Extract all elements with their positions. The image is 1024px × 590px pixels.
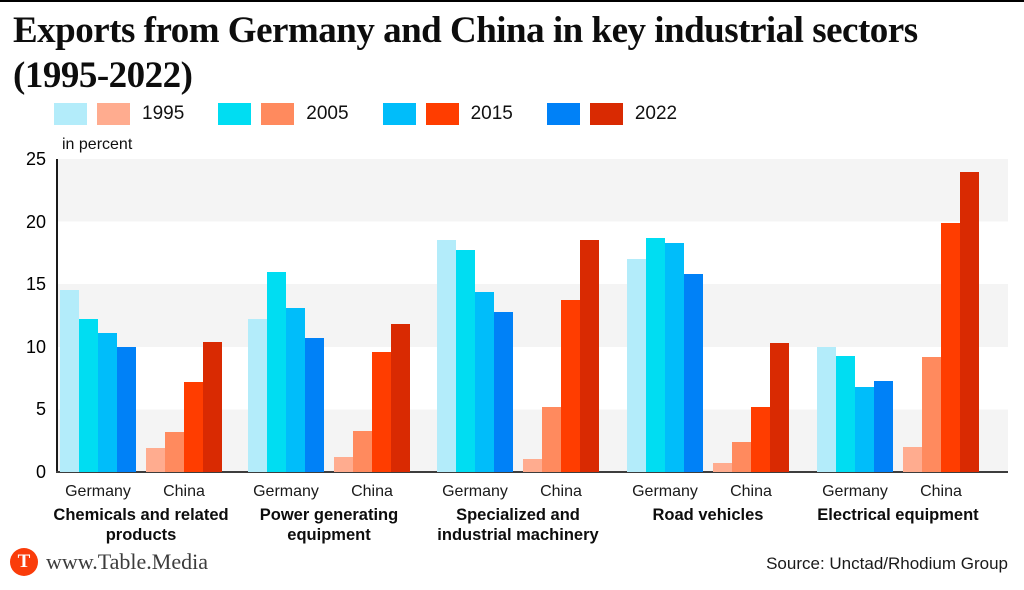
bar-germany-1995	[817, 346, 836, 472]
group-label-germany: Germany	[632, 483, 698, 500]
bar-china-1995	[334, 456, 353, 472]
bar-china-2022	[960, 171, 979, 472]
sector-label: Road vehicles	[652, 506, 764, 524]
bar-china-2005	[353, 430, 372, 472]
legend-swatch-china-2022	[589, 103, 623, 125]
legend-swatch-germany-2015	[382, 103, 416, 125]
bar-china-2022	[770, 343, 789, 472]
bar-germany-1995	[627, 259, 646, 472]
bar-china-1995	[146, 448, 165, 472]
bar-china-2015	[751, 406, 770, 472]
bar-germany-1995	[60, 290, 79, 472]
legend-swatch-china-2005	[261, 103, 295, 125]
group-label-china: China	[920, 483, 962, 500]
sector-label: Chemicals and related products	[53, 506, 229, 544]
bar-germany-2005	[646, 237, 665, 472]
legend-swatch-germany-1995	[54, 103, 87, 125]
bar-germany-2022	[684, 274, 703, 472]
group-label-china: China	[351, 483, 393, 500]
group-label-germany: Germany	[442, 483, 508, 500]
group-label-germany: Germany	[253, 483, 319, 500]
legend-swatch-china-1995	[97, 103, 130, 125]
y-tick-label: 5	[35, 399, 46, 420]
x-axis-line	[56, 471, 1008, 473]
legend-year-label: 1995	[142, 103, 185, 124]
bar-china-2015	[184, 381, 203, 472]
bar-germany-2022	[874, 380, 893, 472]
legend-year-label: 2022	[634, 103, 678, 124]
y-tick-label: 25	[25, 149, 46, 169]
bar-china-2005	[542, 406, 561, 472]
brand: T www.Table.Media	[10, 548, 208, 576]
legend-swatch-germany-2022	[546, 103, 580, 125]
bar-germany-2015	[286, 307, 305, 472]
sector-label: Electrical equipment	[817, 506, 979, 524]
bar-china-2005	[732, 441, 751, 472]
bar-germany-2015	[475, 291, 494, 472]
y-tick-label: 0	[35, 462, 46, 482]
bar-china-2022	[391, 324, 410, 472]
bar-china-2022	[203, 341, 222, 472]
page-title: Exports from Germany and China in key in…	[13, 8, 1013, 98]
bar-germany-2005	[79, 319, 98, 472]
sector-label: Specialized and industrial machinery	[437, 506, 599, 544]
group-label-china: China	[540, 483, 582, 500]
brand-url: www.Table.Media	[46, 549, 208, 574]
bar-china-1995	[523, 459, 542, 472]
bar-china-2005	[165, 431, 184, 472]
bar-china-1995	[713, 463, 732, 472]
title-line-2: (1995-2022)	[13, 55, 193, 96]
y-tick-label: 10	[25, 336, 46, 357]
title-line-1: Exports from Germany and China in key in…	[13, 10, 918, 51]
y-axis-line	[56, 159, 58, 472]
legend-swatch-germany-2005	[218, 103, 252, 125]
legend-swatch-china-2015	[425, 103, 459, 125]
legend-year-label: 2015	[470, 103, 513, 124]
sector-label: Power generating equipment	[259, 506, 399, 544]
source-credit: Source: Unctad/Rhodium Group	[766, 554, 1008, 573]
bar-china-2015	[941, 222, 960, 472]
bar-germany-2022	[117, 346, 136, 472]
bar-germany-2015	[665, 242, 684, 472]
bar-germany-1995	[437, 240, 456, 472]
group-label-china: China	[730, 483, 772, 500]
legend-year-label: 2005	[306, 103, 349, 124]
bar-germany-2022	[494, 311, 513, 472]
bar-china-2005	[922, 356, 941, 472]
y-axis-unit-label: in percent	[62, 136, 133, 153]
group-label-germany: Germany	[65, 483, 131, 500]
bar-germany-2005	[456, 250, 475, 472]
legend: 1995 2005 2015 2022	[54, 102, 711, 126]
group-label-china: China	[163, 483, 205, 500]
group-label-germany: Germany	[822, 483, 888, 500]
bar-germany-1995	[248, 319, 267, 472]
bar-germany-2005	[836, 355, 855, 472]
bar-germany-2005	[267, 271, 286, 472]
table-media-logo-icon: T	[10, 548, 38, 576]
bar-china-2022	[580, 240, 599, 472]
bar-germany-2022	[305, 338, 324, 472]
y-tick-label: 20	[25, 211, 46, 232]
bar-china-2015	[372, 351, 391, 472]
bar-germany-2015	[98, 333, 117, 472]
bar-china-2015	[561, 300, 580, 472]
bar-china-1995	[903, 446, 922, 472]
y-tick-label: 15	[25, 274, 46, 295]
bar-germany-2015	[855, 386, 874, 472]
